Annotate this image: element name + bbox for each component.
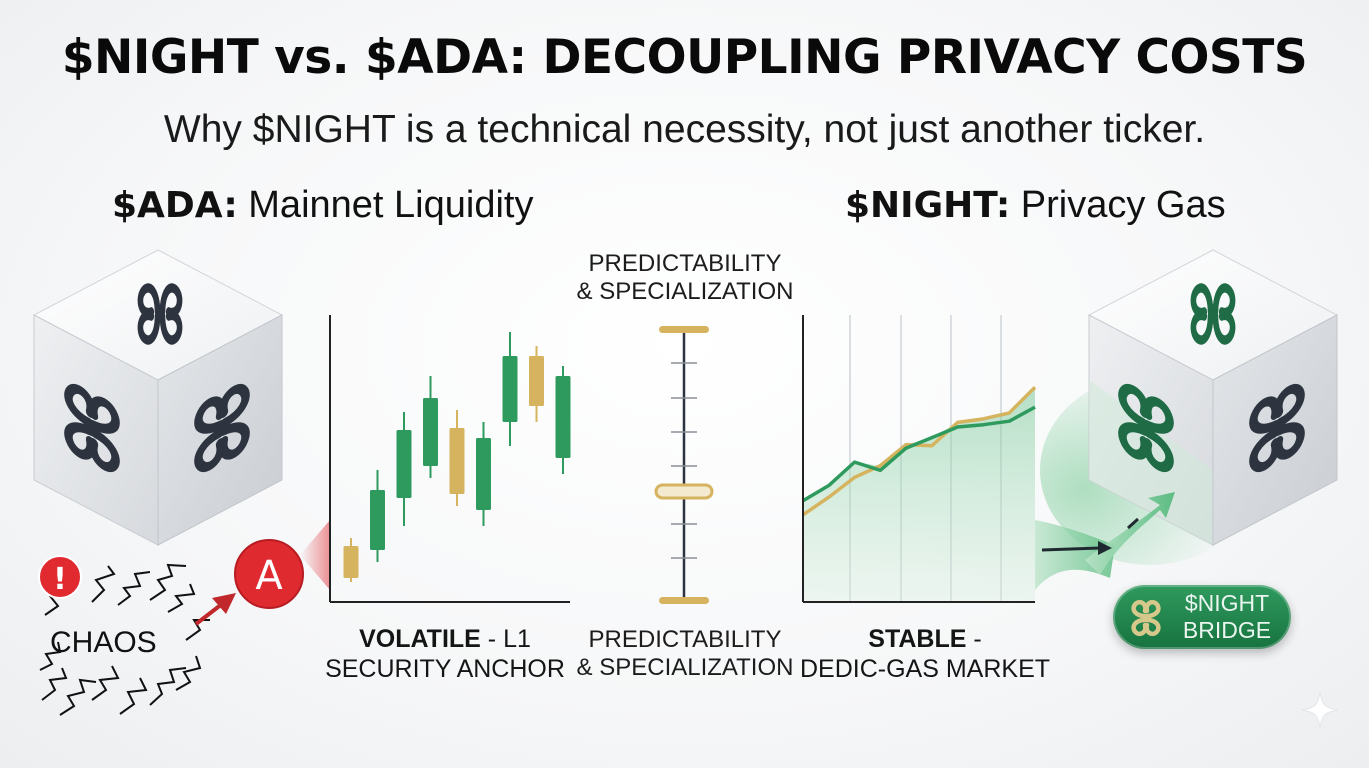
gold-series-line — [802, 386, 1037, 517]
night-bridge-button[interactable]: $NIGHT BRIDGE — [1113, 585, 1291, 649]
ada-ticker: $ADA: — [112, 185, 238, 226]
candle-body — [396, 430, 412, 498]
night-caption-line2: DEDIC-GAS MARKET — [799, 655, 1051, 683]
alert-badge: ! — [38, 555, 82, 599]
green-series-line — [802, 405, 1036, 503]
candle-body — [449, 428, 465, 494]
candle-body — [555, 376, 571, 458]
night-heading-label: Privacy Gas — [1020, 184, 1226, 226]
ada-caption-bold: VOLATILE — [359, 625, 481, 653]
ada-caption-rest: - L1 — [480, 625, 531, 653]
ada-heading-label: Mainnet Liquidity — [248, 184, 534, 226]
scale-slider-handle — [654, 483, 714, 500]
page-title: $NIGHT vs. $ADA: DECOUPLING PRIVACY COST… — [61, 30, 1308, 85]
candle-body — [370, 490, 385, 550]
night-caption-rest: - — [966, 625, 982, 653]
bridge-label-line2: BRIDGE — [1182, 617, 1272, 643]
middle-label-bottom: PREDICTABILITY & SPECIALIZATION — [575, 626, 795, 682]
middle-label-bottom-line2: & SPECIALIZATION — [576, 654, 794, 681]
candle-body — [343, 546, 359, 578]
middle-label-top: PREDICTABILITY & SPECIALIZATION — [575, 250, 795, 306]
middle-label-top-line1: PREDICTABILITY — [588, 250, 782, 277]
candle-body — [529, 356, 544, 406]
predictability-scale — [654, 326, 714, 604]
night-heading: $NIGHT: Privacy Gas — [845, 184, 1226, 227]
page-subtitle: Why $NIGHT is a technical necessity, not… — [163, 108, 1206, 151]
chaos-arrow — [194, 593, 236, 626]
candle-body — [423, 398, 438, 466]
ada-caption-line2: SECURITY ANCHOR — [325, 655, 565, 683]
red-beam — [300, 520, 330, 590]
ada-cube — [32, 249, 284, 546]
ada-heading: $ADA: Mainnet Liquidity — [112, 184, 533, 227]
middle-label-top-line2: & SPECIALIZATION — [576, 278, 794, 305]
infinity-knot-icon — [1126, 598, 1166, 638]
scale-bottom-cap — [659, 597, 709, 604]
sparkle-icon — [1301, 691, 1339, 729]
candle-body — [476, 438, 491, 510]
night-area-chart — [802, 315, 1037, 603]
ada-caption: VOLATILE - L1 SECURITY ANCHOR — [310, 624, 580, 684]
area-fill — [803, 387, 1035, 602]
bridge-label-line1: $NIGHT — [1184, 590, 1270, 616]
scale-top-cap — [659, 326, 709, 333]
night-caption: STABLE - DEDIC-GAS MARKET — [790, 624, 1060, 684]
night-ticker: $NIGHT: — [845, 185, 1011, 226]
ada-candle-chart — [329, 315, 571, 603]
night-cube — [1040, 249, 1339, 565]
alert-symbol: ! — [53, 562, 67, 597]
chaos-label: CHAOS — [50, 626, 157, 659]
flow-arrow — [1035, 492, 1175, 590]
ada-badge: A — [234, 539, 304, 609]
middle-label-bottom-line1: PREDICTABILITY — [588, 626, 782, 653]
candle-body — [502, 356, 518, 422]
ada-badge-letter: A — [255, 553, 283, 599]
night-caption-bold: STABLE — [868, 625, 967, 653]
